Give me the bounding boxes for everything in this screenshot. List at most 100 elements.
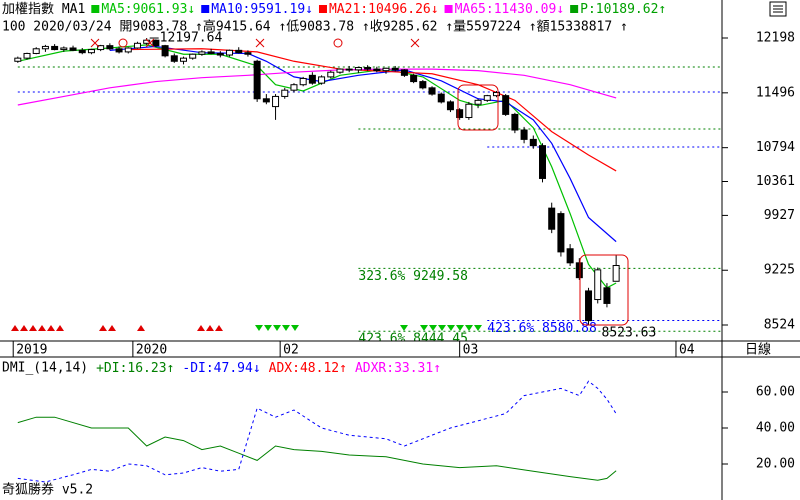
legend-part: ADXR:33.31 xyxy=(355,361,433,376)
sell-signal xyxy=(255,325,263,331)
candle-body xyxy=(548,207,556,230)
candle-body xyxy=(14,57,22,62)
candle-body xyxy=(32,48,40,54)
candle-body xyxy=(41,45,49,50)
legend-part: ↑ xyxy=(339,361,347,376)
chart-title-part: 加權指數 MA1 xyxy=(2,2,85,17)
legend-entry-part: MA21:10496.26 xyxy=(329,2,431,17)
y-tick-label: 10361 xyxy=(756,174,795,189)
candle-body xyxy=(483,95,491,101)
candle-body xyxy=(124,47,132,53)
di-line xyxy=(17,416,617,481)
legend-part: ↑ xyxy=(167,361,175,376)
candle-body xyxy=(456,109,464,119)
sell-signal xyxy=(438,325,446,331)
buy-signal xyxy=(215,325,223,331)
sell-signal xyxy=(447,325,455,331)
legend-entry: MA5:9061.93↓ xyxy=(101,2,195,17)
legend-entry: MA65:11430.09↓ xyxy=(455,2,565,17)
candle-body xyxy=(419,81,427,89)
legend-part: ADX:48.12 xyxy=(269,361,339,376)
candle-body xyxy=(428,87,436,95)
sell-signal xyxy=(429,325,437,331)
buy-signal xyxy=(29,325,37,331)
candle-body xyxy=(566,248,574,264)
indicator: P:10189.62↑ xyxy=(580,2,666,17)
candle-body xyxy=(557,213,565,253)
legend-entry: +DI:16.23↑ xyxy=(96,361,174,376)
period-label[interactable]: 日線 xyxy=(745,342,771,358)
candle-body xyxy=(51,45,59,51)
y-tick-label: 10794 xyxy=(756,140,795,155)
candle-body xyxy=(437,93,445,103)
sell-signal xyxy=(282,325,290,331)
buy-signal xyxy=(38,325,46,331)
candle-body xyxy=(502,95,510,115)
candle-body xyxy=(69,47,77,51)
candle-body xyxy=(78,49,86,54)
y-tick-label: 11496 xyxy=(756,85,795,100)
buy-signal xyxy=(137,325,145,331)
fib-label: 423.6% 8444.45 xyxy=(358,332,468,347)
info-line: 100 2020/03/24 開9083.78 ↑高9415.64 ↑低9083… xyxy=(2,19,628,35)
x-tick-label: 2020 xyxy=(136,343,167,358)
buy-signal xyxy=(47,325,55,331)
candle-body xyxy=(400,69,408,76)
legend-part: ↓ xyxy=(253,361,261,376)
sell-signal xyxy=(264,325,272,331)
buy-signal xyxy=(56,325,64,331)
sell-signal xyxy=(273,325,281,331)
legend-swatch xyxy=(318,5,327,13)
candle-body xyxy=(152,39,160,47)
footer: 奇狐勝券 v5.2 xyxy=(2,482,93,498)
candle-body xyxy=(87,49,95,54)
candle-body xyxy=(253,60,261,100)
legend-entry: MA10:9591.19↓ xyxy=(211,2,313,17)
candle-body xyxy=(235,49,243,54)
indicator-part: P:10189.62 xyxy=(580,2,658,17)
candle-body xyxy=(281,89,289,97)
y-tick-label: 40.00 xyxy=(756,421,795,436)
candle-body xyxy=(226,49,234,56)
fib-label: 323.6% 9249.58 xyxy=(358,269,468,284)
legend-entry-part: MA65:11430.09 xyxy=(455,2,557,17)
candle-body xyxy=(336,68,344,73)
legend-entry-part: ↓ xyxy=(556,2,564,17)
candle-body xyxy=(382,67,390,72)
candle-body xyxy=(373,68,381,72)
legend-swatch xyxy=(201,5,210,13)
candle-body xyxy=(133,42,141,49)
candle-body xyxy=(474,99,482,105)
candle-body xyxy=(354,67,362,71)
candle-body xyxy=(492,92,500,97)
candle-body xyxy=(262,98,270,103)
sell-signal xyxy=(474,325,482,331)
legend-entry-part: MA5:9061.93 xyxy=(101,2,187,17)
candle-body xyxy=(272,95,280,108)
fib-label: 423.6% 8580.88 xyxy=(487,321,597,336)
candle-body xyxy=(189,53,197,59)
annotation-label: 8523.63 xyxy=(602,326,657,341)
indicator-part: ↑ xyxy=(658,2,666,17)
legend-entry: ADXR:33.31↑ xyxy=(355,361,441,376)
candle-body xyxy=(244,52,252,55)
sell-signal xyxy=(291,325,299,331)
candle-body xyxy=(364,67,372,70)
buy-signal xyxy=(11,325,19,331)
candle-body xyxy=(207,51,215,54)
candle-body xyxy=(585,290,593,322)
candle-body xyxy=(299,77,307,86)
x-tick-label: 02 xyxy=(283,343,299,358)
candle-body xyxy=(23,52,31,59)
legend-swatch xyxy=(444,5,453,13)
candle-body xyxy=(594,269,602,301)
sell-signal xyxy=(465,325,473,331)
candle-body xyxy=(539,145,546,179)
candle-body xyxy=(446,101,454,111)
y-tick-label: 12198 xyxy=(756,30,795,45)
circle-signal xyxy=(118,38,128,48)
legend-entry-part: ↓ xyxy=(187,2,195,17)
highlight-box xyxy=(579,254,629,326)
